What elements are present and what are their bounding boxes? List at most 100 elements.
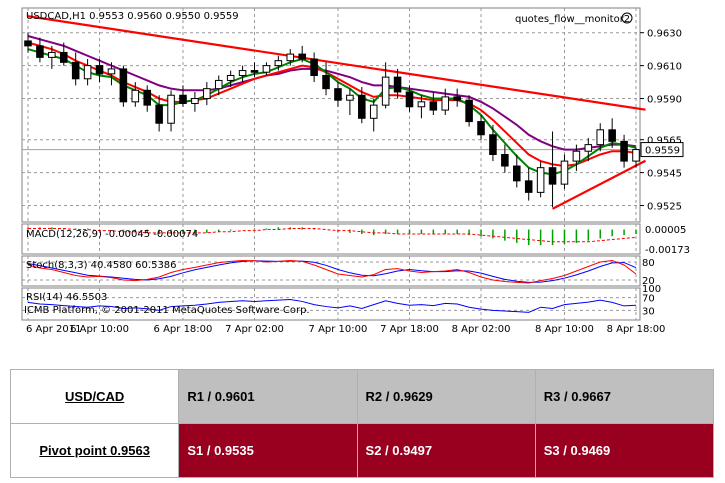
price-panel: 0.9630 0.9610 0.9590 0.9565 0.9545 0.9525 0.95… bbox=[22, 15, 684, 213]
candle-body bbox=[59, 51, 68, 63]
candle-body bbox=[298, 53, 306, 60]
stoch-panel: Stoch(8,3,3) 40.4580 60.5386 80 20 bbox=[22, 258, 655, 287]
chart-canvas: 0.9630 0.9610 0.9590 0.9565 0.9545 0.9525 0.95… bbox=[21, 7, 690, 335]
trendline-2 bbox=[552, 159, 647, 210]
x-tick-label: 6 Apr 10:00 bbox=[70, 324, 129, 335]
rsi-tick-label: 70 bbox=[642, 294, 655, 305]
candle-body bbox=[334, 88, 342, 101]
candle-body bbox=[119, 68, 128, 103]
candle-body bbox=[346, 94, 354, 101]
macd-tick-label: -0.00173 bbox=[645, 245, 690, 256]
pair-cell: USD/CAD bbox=[9, 369, 180, 424]
x-tick-label: 7 Apr 18:00 bbox=[380, 324, 439, 335]
forex-chart: 0.9630 0.9610 0.9590 0.9565 0.9545 0.9525 0.95… bbox=[21, 7, 690, 335]
rsi-tick-label: 100 bbox=[642, 284, 661, 295]
ma-mid-line bbox=[27, 41, 637, 168]
rsi-panel: RSI(14) 46.5503 ICMB Platform, © 2001-201… bbox=[22, 284, 661, 317]
candle-body bbox=[632, 149, 640, 162]
candle-body bbox=[608, 129, 616, 142]
candle-body bbox=[596, 129, 605, 146]
x-tick-label: 8 Apr 02:00 bbox=[452, 324, 511, 335]
candle-body bbox=[71, 61, 80, 80]
macd-signal-line bbox=[28, 227, 637, 243]
trendline-1 bbox=[27, 15, 646, 111]
pivot-table: USD/CAD R1 / 0.9601 R2 / 0.9629 R3 / 0.9… bbox=[9, 369, 715, 478]
candle-body bbox=[381, 76, 390, 106]
candle-body bbox=[417, 101, 426, 108]
candle-body bbox=[620, 140, 628, 162]
macd-panel: MACD(12,26,9) -0.00045 -0.00074 0.00005 -0… bbox=[26, 225, 690, 256]
pivot-cell: Pivot point 0.9563 bbox=[9, 423, 180, 478]
ma-slow-line bbox=[27, 35, 637, 151]
price-tick-label: 0.9590 bbox=[647, 95, 682, 106]
stoch-frame bbox=[21, 255, 641, 287]
candle-body bbox=[107, 68, 116, 75]
candle-body bbox=[405, 91, 414, 108]
candle-body bbox=[560, 160, 569, 185]
candle-body bbox=[238, 70, 247, 76]
candle-body bbox=[358, 94, 366, 119]
candle-body bbox=[489, 134, 497, 156]
indicator-label: quotes_flow__monitor2 bbox=[515, 14, 630, 25]
candle-body bbox=[524, 180, 533, 193]
x-tick-label: 7 Apr 10:00 bbox=[309, 324, 368, 335]
pivot-label: Pivot point 0.9563 bbox=[39, 443, 150, 458]
s1-cell: S1 / 0.9535 bbox=[178, 423, 358, 478]
r2-cell: R2 / 0.9629 bbox=[356, 369, 536, 424]
candle-body bbox=[310, 58, 318, 76]
x-tick-label: 6 Apr 18:00 bbox=[154, 324, 213, 335]
close-icon bbox=[621, 12, 633, 24]
candle-body bbox=[369, 104, 378, 119]
candle-body bbox=[477, 121, 485, 136]
rsi-frame bbox=[21, 287, 641, 321]
rsi-line bbox=[27, 299, 637, 313]
candle-body bbox=[501, 154, 509, 167]
candle-body bbox=[536, 167, 545, 193]
candle-body bbox=[322, 74, 330, 90]
candle-body bbox=[226, 74, 235, 81]
stoch-label: Stoch(8,3,3) 40.4580 60.5386 bbox=[26, 260, 177, 271]
price-tick-label: 0.9525 bbox=[647, 202, 682, 213]
candle-body bbox=[584, 144, 593, 152]
candle-body bbox=[286, 53, 295, 62]
candle-body bbox=[214, 79, 223, 90]
macd-frame bbox=[21, 223, 641, 255]
candle-body bbox=[179, 94, 187, 104]
candle-body bbox=[548, 167, 557, 185]
candle-body bbox=[453, 96, 461, 101]
candle-body bbox=[95, 65, 104, 75]
candle-body bbox=[48, 51, 56, 58]
x-tick-label: 6 Apr 2011 bbox=[26, 324, 81, 335]
main-frame bbox=[21, 7, 641, 223]
candle-body bbox=[36, 45, 44, 58]
ma-fast-line bbox=[27, 48, 637, 176]
candle-body bbox=[191, 98, 199, 104]
price-tick-label: 0.9630 bbox=[647, 29, 682, 40]
price-tick-label: 0.9565 bbox=[647, 136, 682, 147]
pair-label: USD/CAD bbox=[65, 389, 125, 404]
rsi-tick-label: 30 bbox=[642, 306, 655, 317]
macd-label: MACD(12,26,9) -0.00045 -0.00074 bbox=[26, 229, 198, 240]
candle-body bbox=[167, 94, 175, 124]
candle-body bbox=[83, 65, 92, 80]
candle-body bbox=[155, 104, 163, 124]
s3-cell: S3 / 0.9469 bbox=[534, 423, 715, 478]
candle-body bbox=[203, 88, 211, 100]
rsi-label: RSI(14) 46.5503 bbox=[26, 292, 107, 303]
macd-tick-label: 0.00005 bbox=[645, 225, 686, 236]
chart-title: USDCAD,H1 0.9553 0.9560 0.9550 0.9559 bbox=[26, 11, 239, 22]
copyright-label: ICMB Platform, © 2001-2011 MetaQuotes So… bbox=[24, 305, 310, 316]
candle-body bbox=[143, 89, 151, 106]
chart-grid bbox=[21, 7, 641, 321]
candle-body bbox=[572, 150, 581, 162]
stoch-tick-label: 20 bbox=[642, 276, 655, 287]
candle-body bbox=[393, 76, 402, 93]
pivot-row-support: Pivot point 0.9563 S1 / 0.9535 S2 / 0.94… bbox=[9, 423, 715, 478]
candle-body bbox=[513, 165, 521, 182]
x-tick-label: 7 Apr 02:00 bbox=[225, 324, 284, 335]
candle-body bbox=[441, 96, 450, 111]
current-price-box bbox=[640, 142, 684, 158]
candle-body bbox=[429, 101, 438, 111]
stoch-main-line bbox=[27, 259, 637, 284]
